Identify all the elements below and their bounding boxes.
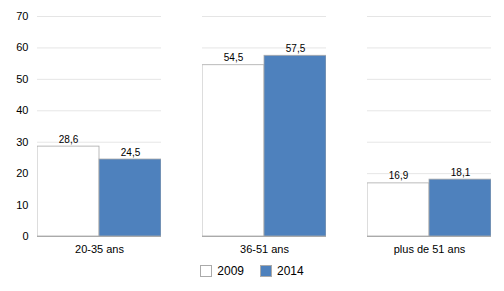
svg-text:28,6: 28,6: [59, 134, 79, 145]
svg-text:0: 0: [22, 230, 28, 242]
svg-text:54,5: 54,5: [224, 52, 244, 63]
html-text:2014: 2014: [277, 264, 304, 278]
svg-text:40: 40: [16, 104, 28, 116]
svg-text:60: 60: [16, 41, 28, 53]
svg-text:16,9: 16,9: [389, 170, 409, 181]
svg-text:36-51 ans: 36-51 ans: [240, 243, 289, 255]
svg-text:18,1: 18,1: [451, 167, 471, 178]
svg-text:57,5: 57,5: [286, 43, 306, 54]
svg-text:30: 30: [16, 136, 28, 148]
svg-text:50: 50: [16, 73, 28, 85]
svg-text:20: 20: [16, 167, 28, 179]
svg-text:20-35 ans: 20-35 ans: [75, 243, 124, 255]
html-text:2009: 2009: [217, 264, 244, 278]
svg-text:70: 70: [16, 10, 28, 22]
svg-text:24,5: 24,5: [121, 147, 141, 158]
svg-text:plus de 51 ans: plus de 51 ans: [394, 243, 466, 255]
svg-text:10: 10: [16, 199, 28, 211]
